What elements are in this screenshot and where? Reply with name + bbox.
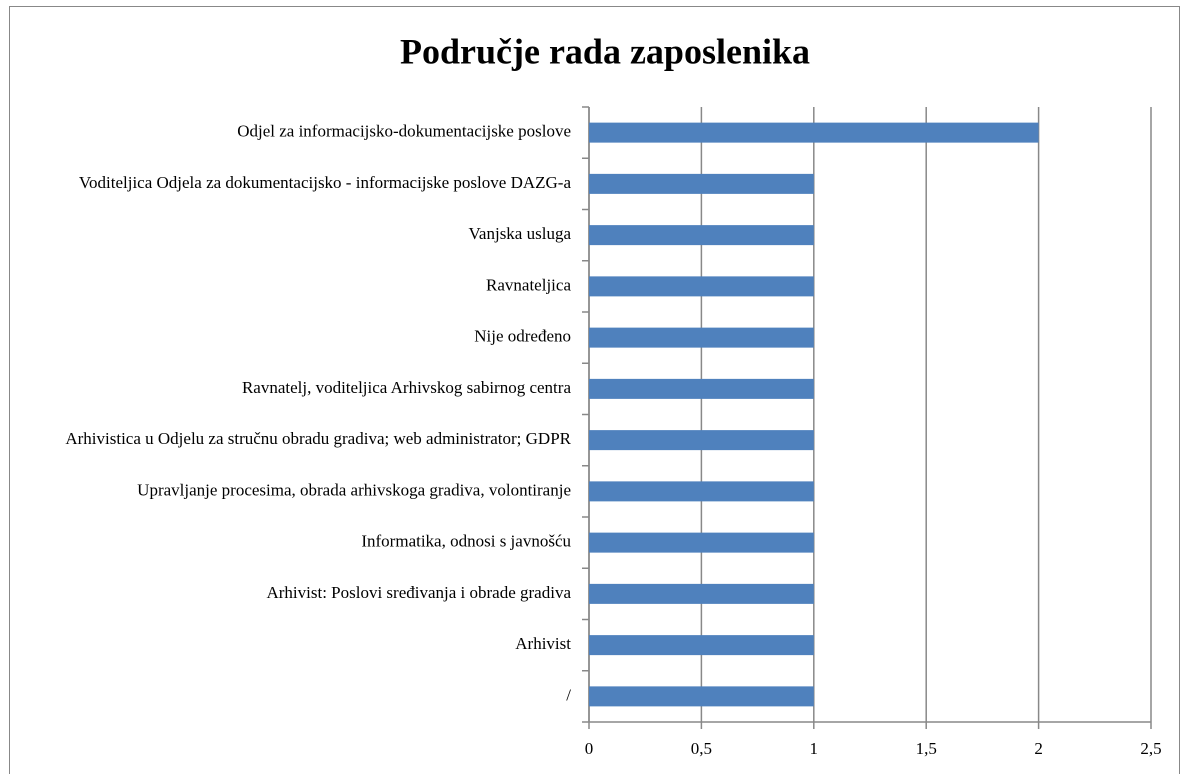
x-tick-label: 0,5 <box>691 739 712 758</box>
y-tick-label: Upravljanje procesima, obrada arhivskoga… <box>137 480 571 499</box>
x-tick-label: 2,5 <box>1140 739 1161 758</box>
y-tick-label: Odjel za informacijsko-dokumentacijske p… <box>237 122 571 141</box>
x-tick-label: 1,5 <box>916 739 937 758</box>
chart-title: Područje rada zaposlenika <box>400 31 810 71</box>
x-tick-label: 2 <box>1034 739 1043 758</box>
bar <box>589 327 814 348</box>
y-tick-label: Voditeljica Odjela za dokumentacijsko - … <box>79 173 572 192</box>
y-tick-label: Nije određeno <box>474 327 571 346</box>
y-tick-label: Ravnateljica <box>486 275 571 294</box>
y-tick-label: Vanjska usluga <box>469 224 572 243</box>
bar <box>589 532 814 553</box>
bar <box>589 225 814 246</box>
y-tick-label: Informatika, odnosi s javnošću <box>361 532 571 551</box>
bar <box>589 481 814 502</box>
x-tick-label: 0 <box>585 739 594 758</box>
bar <box>589 378 814 399</box>
y-tick-label: Arhivist: Poslovi sređivanja i obrade gr… <box>266 583 571 602</box>
y-tick-label: Arhivistica u Odjelu za stručnu obradu g… <box>65 429 571 448</box>
bar <box>589 122 1039 143</box>
x-tick-label: 1 <box>810 739 819 758</box>
bar <box>589 635 814 656</box>
bar <box>589 276 814 297</box>
bar <box>589 583 814 604</box>
bar <box>589 173 814 194</box>
bar <box>589 430 814 451</box>
y-tick-label: Arhivist <box>515 634 571 653</box>
y-tick-label: / <box>566 685 571 704</box>
y-tick-label: Ravnatelj, voditeljica Arhivskog sabirno… <box>242 378 572 397</box>
bar <box>589 686 814 707</box>
